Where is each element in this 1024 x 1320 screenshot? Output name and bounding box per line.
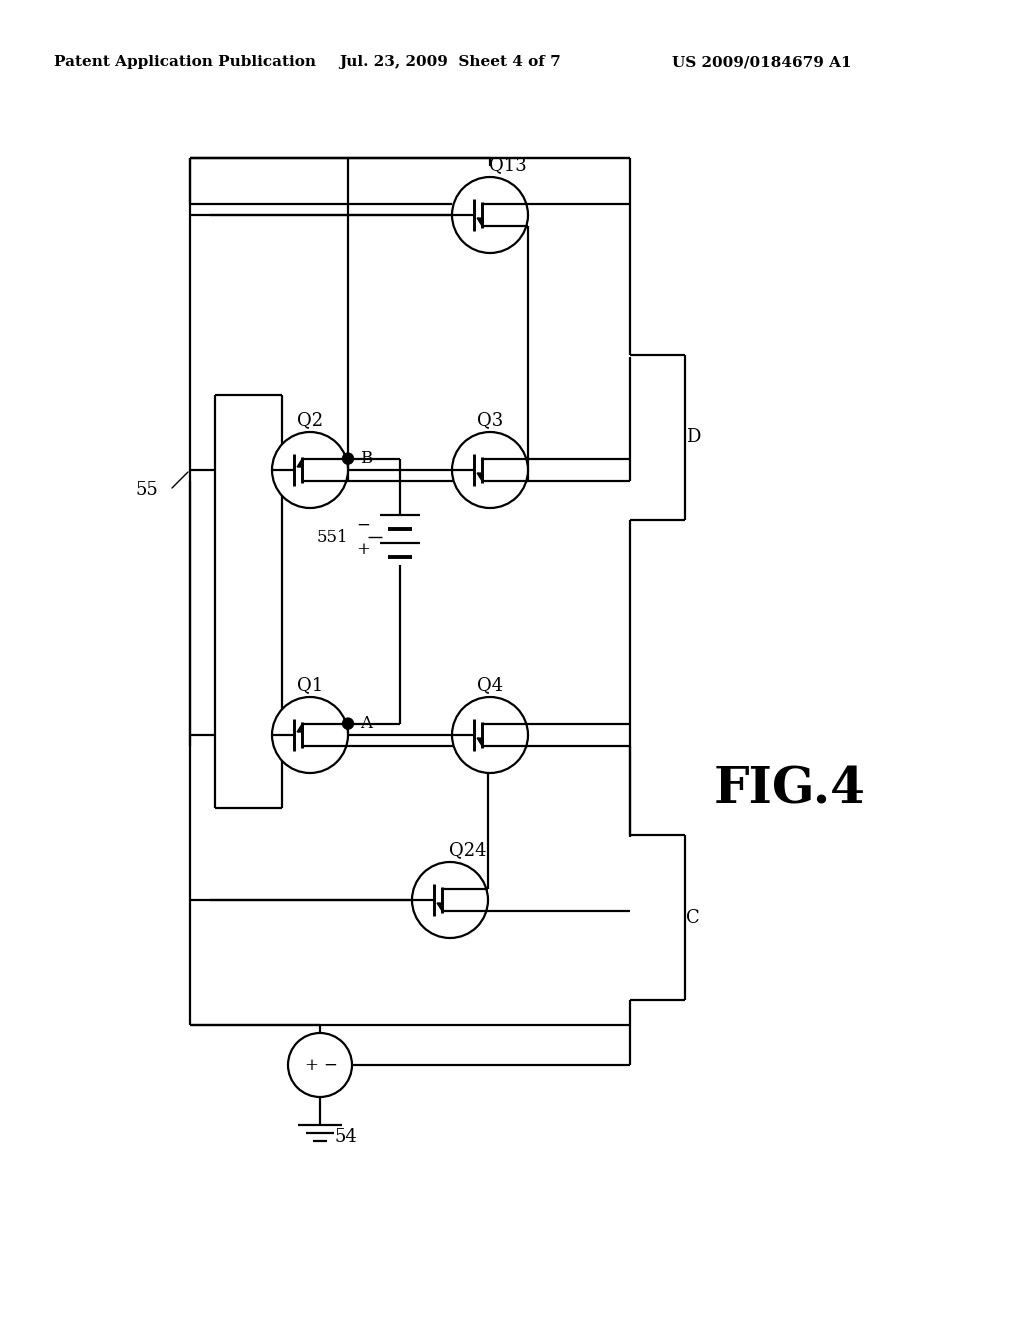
Text: B: B <box>359 450 372 467</box>
Text: −: − <box>356 516 370 533</box>
Text: Q3: Q3 <box>477 411 503 429</box>
Circle shape <box>452 432 528 508</box>
Circle shape <box>272 432 348 508</box>
Text: D: D <box>686 428 700 446</box>
Text: Q4: Q4 <box>477 676 503 694</box>
Circle shape <box>342 453 353 465</box>
Text: FIG.4: FIG.4 <box>714 766 866 814</box>
Text: A: A <box>360 715 372 733</box>
Circle shape <box>412 862 488 939</box>
Text: +: + <box>356 541 370 558</box>
Polygon shape <box>477 218 483 227</box>
Circle shape <box>342 718 353 729</box>
Circle shape <box>452 697 528 774</box>
Text: −: − <box>323 1056 337 1073</box>
Polygon shape <box>297 723 303 733</box>
Circle shape <box>272 697 348 774</box>
Text: Jul. 23, 2009  Sheet 4 of 7: Jul. 23, 2009 Sheet 4 of 7 <box>339 55 561 69</box>
Text: +: + <box>304 1056 317 1073</box>
Text: Patent Application Publication: Patent Application Publication <box>54 55 316 69</box>
Polygon shape <box>477 738 483 746</box>
Text: C: C <box>686 909 699 927</box>
Text: 551: 551 <box>316 528 348 545</box>
Text: Q1: Q1 <box>297 676 324 694</box>
Text: Q13: Q13 <box>489 156 527 174</box>
Text: US 2009/0184679 A1: US 2009/0184679 A1 <box>672 55 852 69</box>
Polygon shape <box>477 473 483 482</box>
Polygon shape <box>297 458 303 467</box>
Text: Q24: Q24 <box>450 841 486 859</box>
Text: 55: 55 <box>135 480 158 499</box>
Polygon shape <box>437 903 443 911</box>
Circle shape <box>288 1034 352 1097</box>
Circle shape <box>452 177 528 253</box>
Text: 54: 54 <box>334 1129 356 1146</box>
Text: Q2: Q2 <box>297 411 323 429</box>
